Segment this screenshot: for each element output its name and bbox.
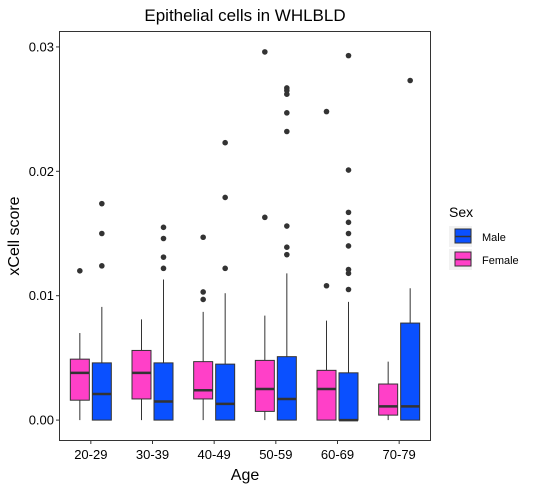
male-outlier-point bbox=[284, 251, 290, 258]
legend-title: Sex bbox=[449, 204, 473, 220]
y-tick-label: 0.03 bbox=[29, 39, 54, 54]
male-outlier-point bbox=[407, 77, 413, 84]
male-outlier-point bbox=[222, 139, 228, 146]
male-box bbox=[338, 372, 359, 421]
x-tick-label: 50-59 bbox=[259, 447, 292, 462]
male-outlier-point bbox=[345, 286, 352, 293]
x-tick-label: 20-29 bbox=[74, 447, 107, 462]
male-outlier-point bbox=[284, 128, 290, 135]
x-axis: 20-29 30-39 40-49 50-59 60-69 70-79 bbox=[74, 440, 416, 462]
female-outlier-point bbox=[323, 108, 330, 115]
legend-label: Female bbox=[482, 255, 519, 267]
y-tick-label: 0.00 bbox=[29, 413, 54, 428]
female-box bbox=[193, 361, 214, 400]
y-axis-title: xCell score bbox=[6, 196, 23, 275]
male-outlier-point bbox=[160, 254, 167, 260]
female-box bbox=[131, 349, 152, 400]
x-tick-label: 30-39 bbox=[136, 447, 169, 462]
female-outlier-point bbox=[262, 214, 268, 221]
male-outlier-point bbox=[284, 110, 290, 116]
plot-panel bbox=[59, 31, 431, 441]
male-outlier-point bbox=[222, 194, 228, 201]
male-outlier-point bbox=[99, 200, 105, 207]
male-outlier-point bbox=[284, 244, 290, 250]
x-tick-label: 70-79 bbox=[383, 447, 416, 462]
male-outlier-point bbox=[345, 230, 352, 237]
female-outlier-point bbox=[200, 234, 206, 241]
y-tick-label: 0.02 bbox=[29, 164, 54, 179]
male-outlier-point bbox=[284, 85, 290, 91]
female-outlier-point bbox=[262, 49, 268, 55]
male-box bbox=[400, 322, 421, 421]
x-axis-title: Age bbox=[231, 467, 260, 484]
female-box bbox=[378, 383, 399, 416]
male-outlier-point bbox=[160, 235, 167, 242]
female-box bbox=[316, 369, 337, 421]
male-outlier-point bbox=[99, 230, 105, 237]
male-outlier-point bbox=[345, 52, 352, 59]
male-outlier-point bbox=[99, 263, 105, 269]
male-box bbox=[91, 362, 112, 421]
male-outlier-point bbox=[345, 266, 352, 273]
male-outlier-point bbox=[345, 219, 352, 226]
male-outlier-point bbox=[345, 243, 352, 249]
male-box bbox=[276, 356, 297, 421]
female-outlier-point bbox=[200, 289, 206, 295]
male-box bbox=[215, 363, 236, 421]
male-outlier-point bbox=[160, 265, 167, 272]
legend-label: Male bbox=[482, 232, 506, 244]
female-box bbox=[254, 359, 275, 412]
female-outlier-point bbox=[323, 282, 330, 289]
male-outlier-point bbox=[345, 167, 352, 173]
male-outlier-point bbox=[222, 265, 228, 272]
male-box bbox=[153, 362, 174, 421]
y-axis: 0.00 0.01 0.02 0.03 bbox=[29, 39, 60, 428]
female-box bbox=[69, 358, 90, 401]
legend: Sex Male Female bbox=[449, 204, 519, 270]
chart-title: Epithelial cells in WHLBLD bbox=[144, 6, 345, 25]
x-tick-label: 60-69 bbox=[321, 447, 354, 462]
male-outlier-point bbox=[160, 224, 167, 231]
x-tick-label: 40-49 bbox=[198, 447, 231, 462]
y-tick-label: 0.01 bbox=[29, 288, 54, 303]
female-outlier-point bbox=[200, 296, 206, 303]
female-outlier-point bbox=[77, 268, 83, 274]
male-outlier-point bbox=[345, 209, 352, 216]
male-outlier-point bbox=[284, 223, 290, 229]
box-group bbox=[69, 49, 421, 422]
